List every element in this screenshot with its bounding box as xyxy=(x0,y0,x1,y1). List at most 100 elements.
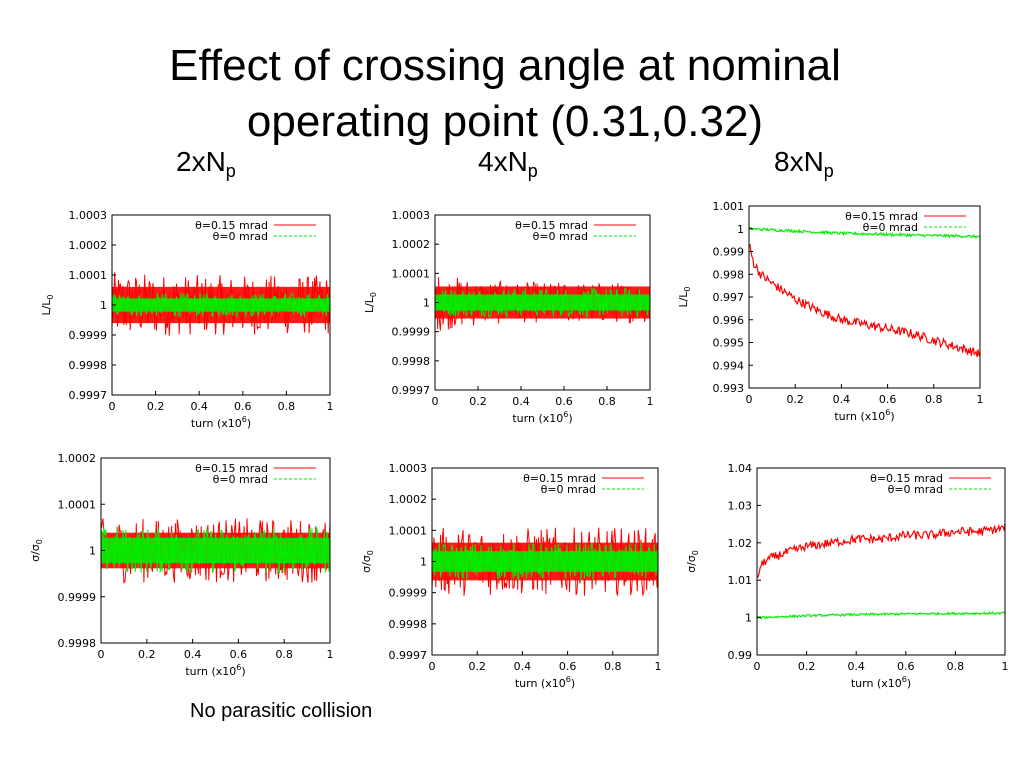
x-tick-label: 0.4 xyxy=(512,395,530,408)
y-axis-label: L/L0 xyxy=(40,294,55,315)
x-tick-label: 1 xyxy=(1002,660,1009,673)
series-band-core xyxy=(435,294,650,311)
legend-label: θ=0.15 mrad xyxy=(845,210,918,223)
y-tick-label: 1.04 xyxy=(728,462,753,475)
column-header-base: 4xN xyxy=(478,146,528,177)
y-tick-label: 1.0002 xyxy=(69,239,108,252)
footnote: No parasitic collision xyxy=(190,700,373,722)
y-axis-label: σ/σ0 xyxy=(360,550,375,573)
x-axis-label: turn (x106) xyxy=(851,675,911,690)
series-trace-theta-015 xyxy=(749,243,980,358)
x-tick-label: 0.2 xyxy=(468,660,486,673)
series-trace-theta-0 xyxy=(757,610,1005,620)
x-tick-label: 1 xyxy=(977,393,984,406)
x-tick-label: 0.4 xyxy=(847,660,865,673)
x-tick-label: 0.8 xyxy=(278,400,296,413)
plot-frame xyxy=(111,214,331,396)
x-axis-label: turn (x106) xyxy=(185,663,245,678)
x-tick-label: 0.2 xyxy=(138,648,156,661)
y-tick-label: 0.998 xyxy=(713,268,745,281)
y-tick-label: 1.01 xyxy=(728,574,753,587)
y-tick-label: 1.0001 xyxy=(389,524,428,537)
x-axis-label: turn (x106) xyxy=(512,410,572,425)
x-axis-label: turn (x106) xyxy=(191,415,251,430)
x-tick-label: 0.8 xyxy=(598,395,616,408)
series-trace-theta-0 xyxy=(435,287,650,319)
legend-label: θ=0.15 mrad xyxy=(870,472,943,485)
y-tick-label: 0.993 xyxy=(713,382,745,395)
series-band-core xyxy=(101,537,330,564)
legend-label: θ=0 mrad xyxy=(863,221,918,234)
series-trace-theta-015 xyxy=(112,272,330,336)
series-band-core xyxy=(432,542,658,581)
series-trace-theta-0 xyxy=(749,226,980,239)
legend-label: θ=0.15 mrad xyxy=(515,219,588,232)
x-tick-label: 0.2 xyxy=(469,395,487,408)
y-tick-label: 1.001 xyxy=(713,200,745,213)
x-tick-label: 0.6 xyxy=(897,660,915,673)
legend-label: θ=0 mrad xyxy=(533,230,588,243)
plot-frame xyxy=(756,467,1006,656)
x-tick-label: 0.6 xyxy=(555,395,573,408)
x-axis-label: turn (x106) xyxy=(515,675,575,690)
y-tick-label: 1.0002 xyxy=(58,452,97,465)
x-tick-label: 0 xyxy=(746,393,753,406)
y-tick-label: 0.9998 xyxy=(69,359,108,372)
x-tick-label: 0.2 xyxy=(798,660,816,673)
x-tick-label: 1 xyxy=(647,395,654,408)
y-tick-label: 1 xyxy=(100,299,107,312)
series-trace-theta-015 xyxy=(435,277,650,331)
x-tick-label: 0.8 xyxy=(604,660,622,673)
legend-label: θ=0.15 mrad xyxy=(523,472,596,485)
x-tick-label: 0.8 xyxy=(925,393,943,406)
column-header-4xNp: 4xNp xyxy=(478,146,538,182)
legend-label: θ=0.15 mrad xyxy=(195,219,268,232)
y-tick-label: 1.03 xyxy=(728,499,753,512)
x-tick-label: 0.4 xyxy=(514,660,532,673)
chart-background xyxy=(350,200,660,435)
y-axis-label: L/L0 xyxy=(677,286,692,307)
legend-label: θ=0 mrad xyxy=(888,483,943,496)
chart-background xyxy=(25,198,355,438)
y-tick-label: 1.0002 xyxy=(392,238,431,251)
y-tick-label: 0.9999 xyxy=(58,591,97,604)
column-header-sub: p xyxy=(527,161,538,181)
slide-title: Effect of crossing angle at nominal oper… xyxy=(0,38,1010,150)
x-axis-label: turn (x106) xyxy=(834,408,894,423)
x-tick-label: 0 xyxy=(432,395,439,408)
y-tick-label: 0.996 xyxy=(713,314,745,327)
y-tick-label: 1 xyxy=(737,223,744,236)
y-tick-label: 1 xyxy=(745,612,752,625)
series-trace-theta-0 xyxy=(432,542,658,581)
y-tick-label: 1.0001 xyxy=(58,498,97,511)
series-trace-theta-015 xyxy=(101,518,330,584)
x-tick-label: 0 xyxy=(754,660,761,673)
x-tick-label: 0 xyxy=(429,660,436,673)
title-line-1: Effect of crossing angle at nominal xyxy=(169,41,841,90)
x-tick-label: 0.8 xyxy=(275,648,293,661)
chart-background xyxy=(682,455,1024,697)
series-trace-theta-015 xyxy=(757,523,1005,578)
series-band-core xyxy=(101,532,330,569)
x-tick-label: 0 xyxy=(109,400,116,413)
plot-frame xyxy=(434,214,651,391)
y-tick-label: 0.9997 xyxy=(69,389,108,402)
column-header-8xNp: 8xNp xyxy=(774,146,834,182)
y-tick-label: 0.9999 xyxy=(389,587,428,600)
series-trace-theta-0 xyxy=(101,527,330,574)
x-tick-label: 0.4 xyxy=(190,400,208,413)
series-trace-theta-015 xyxy=(432,527,658,596)
series-band-core xyxy=(112,286,330,324)
y-axis-label: L/L0 xyxy=(363,292,378,313)
series-trace-theta-0 xyxy=(112,293,330,318)
x-tick-label: 0.6 xyxy=(230,648,248,661)
y-axis-label: σ/σ0 xyxy=(29,539,44,562)
y-tick-label: 0.99 xyxy=(728,649,753,662)
x-tick-label: 1 xyxy=(327,400,334,413)
y-tick-label: 1.0003 xyxy=(392,209,431,222)
y-tick-label: 0.9997 xyxy=(389,649,428,662)
y-tick-label: 1.0003 xyxy=(69,209,108,222)
chart-background xyxy=(18,448,338,698)
y-tick-label: 1 xyxy=(423,297,430,310)
x-tick-label: 1 xyxy=(327,648,334,661)
